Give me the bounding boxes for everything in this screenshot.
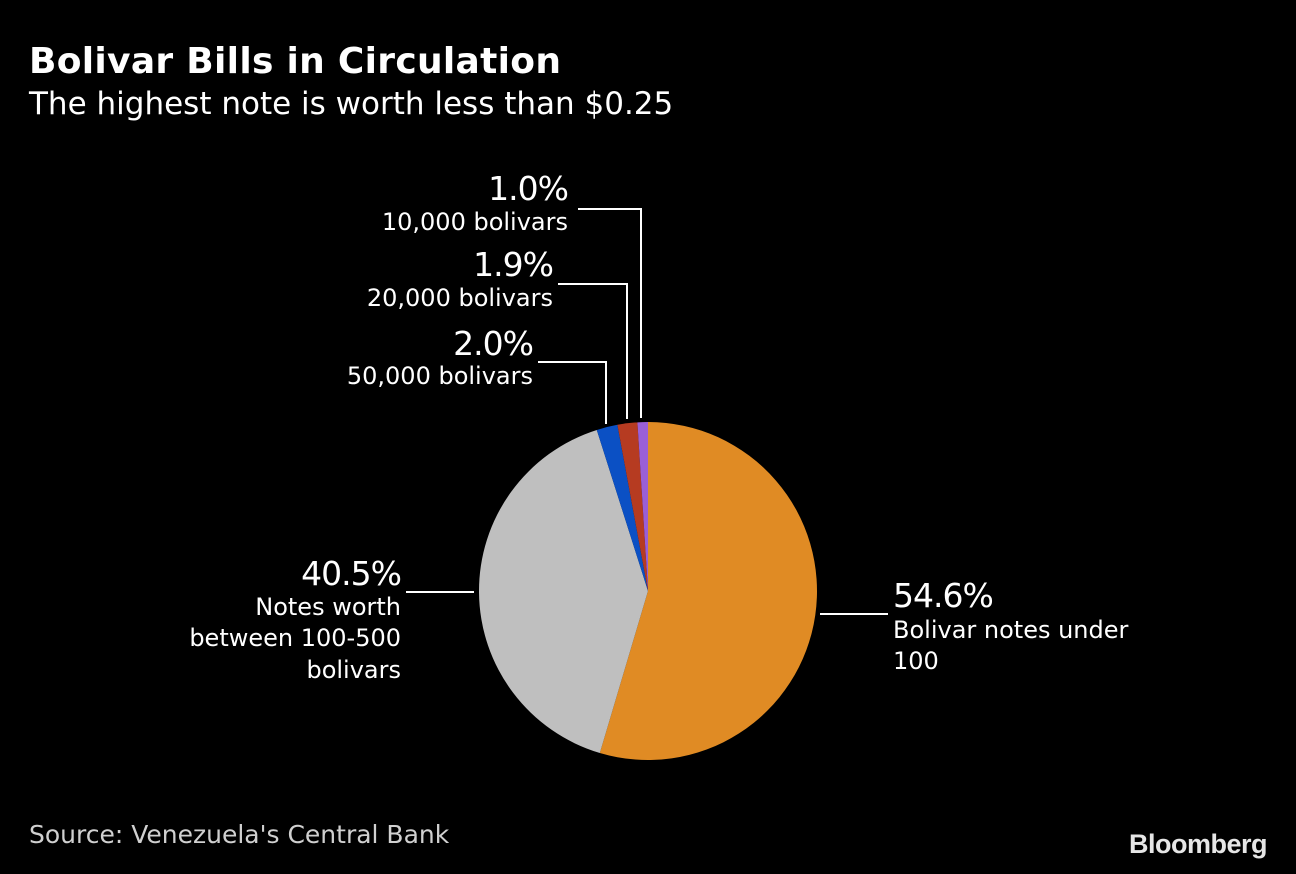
slice-value-label: 2.0%: [453, 324, 533, 363]
chart-subtitle: The highest note is worth less than $0.2…: [29, 86, 674, 122]
slice-name-label: 10,000 bolivars: [382, 208, 568, 236]
slice-value-label: 40.5%: [301, 554, 401, 593]
slice-name-label: between 100-500: [189, 624, 401, 652]
leader-line-10000: [578, 208, 642, 418]
slice-value-label: 1.0%: [488, 169, 568, 208]
chart-title: Bolivar Bills in Circulation: [29, 41, 562, 82]
slice-value-label: 1.9%: [473, 245, 553, 284]
pie-slices: [479, 422, 818, 760]
slice-name-label: bolivars: [306, 656, 401, 684]
bloomberg-logo: Bloomberg: [1128, 829, 1268, 859]
pie-slice: [637, 422, 648, 591]
pie-slice: [596, 424, 648, 591]
leader-line-50000: [538, 361, 607, 424]
pie-slice: [617, 422, 648, 591]
source-note: Source: Venezuela's Central Bank: [29, 820, 450, 849]
leader-lines: [406, 208, 888, 615]
slice-value-label: 54.6%: [893, 576, 993, 615]
slice-labels: 54.6% Bolivar notes under 100 40.5% Note…: [189, 169, 1128, 684]
slice-name-label: Bolivar notes under: [893, 616, 1129, 644]
leader-line-20000: [558, 283, 628, 419]
pie-slice: [599, 422, 818, 760]
slice-name-label: 50,000 bolivars: [347, 362, 533, 390]
slice-name-label: 20,000 bolivars: [367, 284, 553, 312]
slice-name-label: 100: [893, 647, 939, 675]
slice-name-label: Notes worth: [255, 593, 401, 621]
pie-slice: [479, 429, 648, 753]
